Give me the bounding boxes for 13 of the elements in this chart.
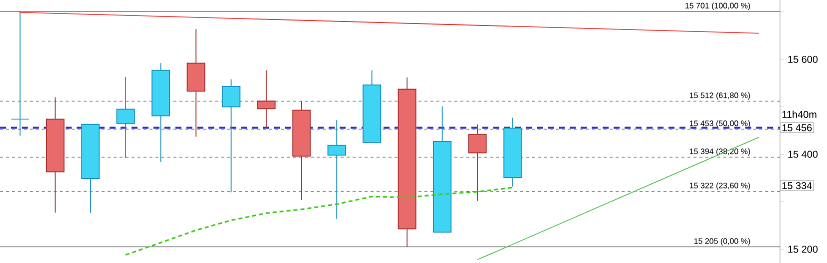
candlestick [468, 124, 487, 202]
line-series [124, 186, 514, 256]
candlestick [257, 70, 276, 128]
y-tick-label: 15 600 [788, 56, 818, 63]
candlestick [116, 76, 135, 159]
text: 11h40m [782, 110, 816, 118]
candlestick [10, 10, 30, 136]
annotation: 15 334 [782, 182, 812, 190]
candlestick [327, 120, 346, 220]
y-tick-label: 15 200 [788, 246, 818, 253]
y-tick-label: 15 400 [788, 150, 818, 158]
candlestick [222, 78, 240, 193]
annotation: 15 456 [782, 124, 812, 132]
